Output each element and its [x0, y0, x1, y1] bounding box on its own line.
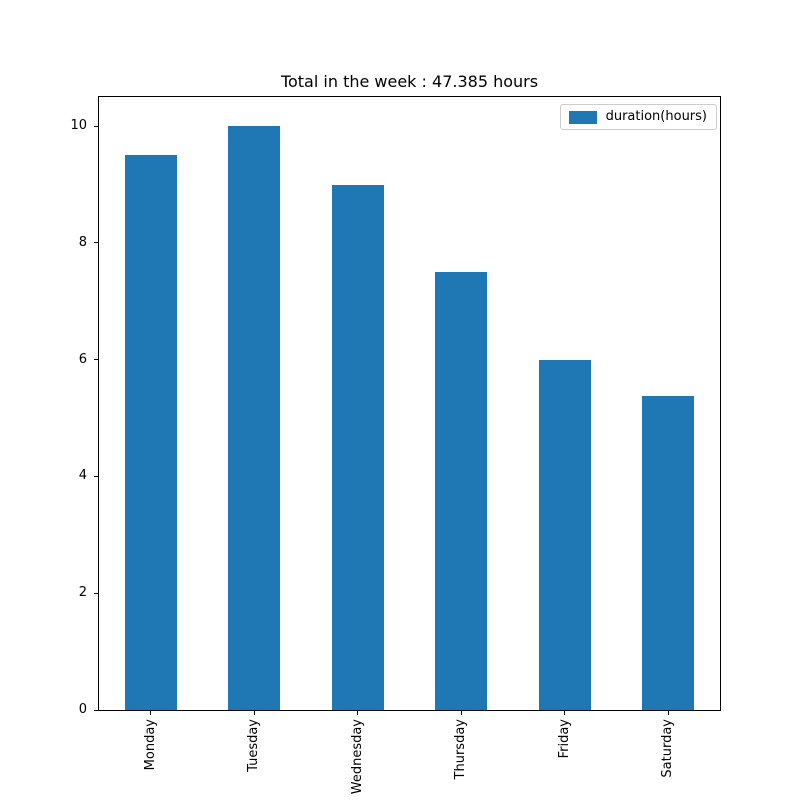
x-tick-label-wednesday: Wednesday [349, 719, 365, 795]
x-tick-label-thursday: Thursday [453, 719, 469, 780]
chart-title: Total in the week : 47.385 hours [280, 72, 539, 91]
plot-area: duration(hours) [98, 96, 721, 711]
y-tick-label: 8 [78, 234, 87, 250]
x-tick-mark [357, 711, 359, 715]
legend-swatch-icon [568, 110, 597, 124]
y-tick-label: 2 [78, 585, 87, 601]
x-tick-label-tuesday: Tuesday [246, 719, 262, 772]
y-tick-mark [94, 475, 98, 477]
y-tick-mark [94, 359, 98, 361]
x-tick-mark [253, 711, 255, 715]
bar-thursday [435, 272, 488, 710]
y-tick-label: 10 [70, 118, 87, 134]
y-tick-mark [94, 592, 98, 594]
y-tick-label: 6 [78, 351, 87, 367]
y-tick-mark [94, 709, 98, 711]
y-tick-mark [94, 125, 98, 127]
x-tick-label-monday: Monday [142, 719, 158, 771]
x-tick-label-saturday: Saturday [660, 719, 676, 778]
x-tick-mark [564, 711, 566, 715]
y-tick-label: 4 [78, 468, 87, 484]
bar-tuesday [228, 126, 281, 710]
x-tick-mark [460, 711, 462, 715]
legend-label: duration(hours) [605, 109, 707, 124]
x-tick-mark [150, 711, 152, 715]
bars-layer [99, 97, 720, 710]
bar-friday [538, 359, 591, 710]
legend: duration(hours) [559, 104, 717, 130]
y-tick-label: 0 [78, 702, 87, 717]
y-tick-mark [94, 242, 98, 244]
x-tick-label-friday: Friday [556, 719, 572, 759]
x-tick-mark [667, 711, 669, 715]
bar-monday [124, 155, 177, 710]
bar-saturday [642, 395, 695, 710]
bar-wednesday [331, 184, 384, 710]
